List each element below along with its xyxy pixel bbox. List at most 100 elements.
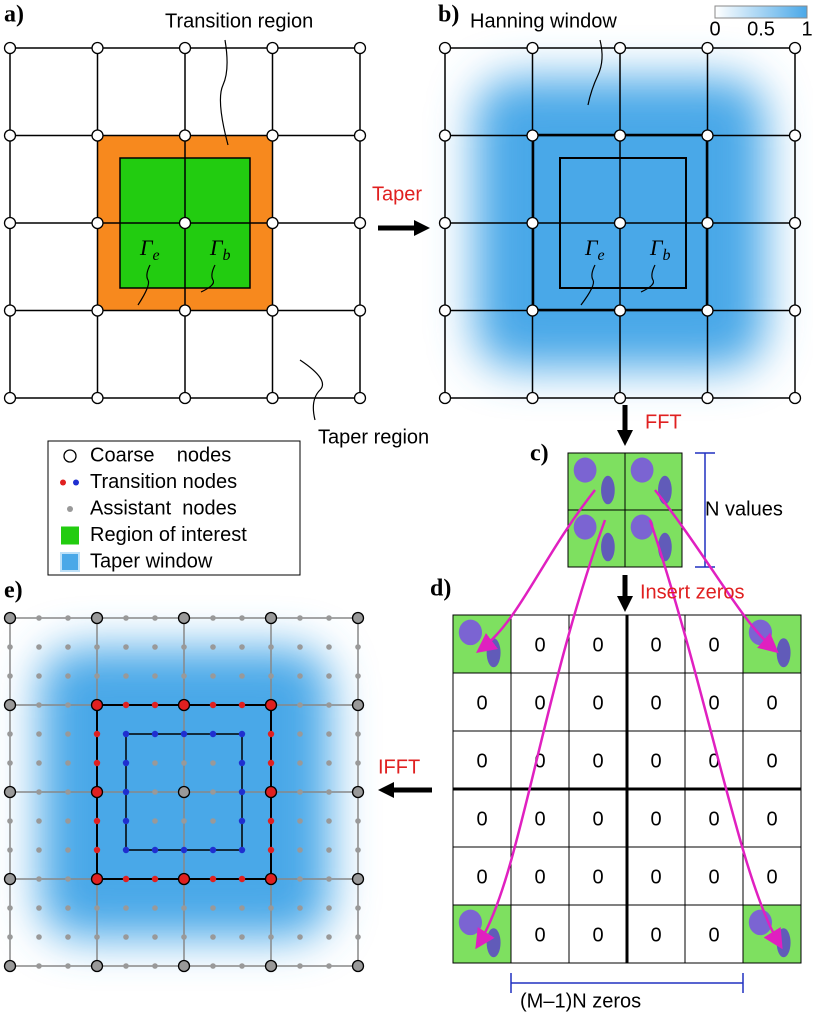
assistant-node <box>210 644 216 650</box>
assistant-node <box>326 847 332 853</box>
assistant-node <box>210 963 216 969</box>
coarse-node <box>353 41 367 55</box>
zero-cell <box>510 614 570 674</box>
legend-label: Taper window <box>90 550 213 572</box>
transition-node <box>209 875 217 883</box>
spectrum-blob <box>776 638 791 668</box>
assistant-node <box>65 876 71 882</box>
assistant-node <box>7 673 13 679</box>
cell-value: 0 <box>592 750 603 772</box>
coarse-node <box>3 391 17 405</box>
coarse-node <box>177 785 191 799</box>
coarse-node <box>177 611 191 625</box>
spectrum-blob <box>630 514 654 540</box>
assistant-node <box>326 702 332 708</box>
assistant-node <box>152 905 158 911</box>
assistant-node <box>268 905 274 911</box>
transition-node <box>238 875 246 883</box>
annotation: Transition region <box>165 10 313 32</box>
coarse-node <box>264 611 278 625</box>
symbol: Γ <box>584 235 599 260</box>
zero-cell <box>742 672 802 732</box>
legend: Coarse nodes Transition nodes Assistant no… <box>47 440 301 576</box>
cell-value: 0 <box>708 750 719 772</box>
transition-node <box>209 701 217 709</box>
transition-node <box>267 846 275 854</box>
assistant-node <box>65 847 71 853</box>
subscript: e <box>598 247 605 264</box>
annotation: N values <box>705 498 783 520</box>
assistant-node <box>123 963 129 969</box>
assistant-node <box>152 673 158 679</box>
assistant-node <box>65 818 71 824</box>
coarse-node <box>3 785 17 799</box>
zero-cell <box>684 846 744 906</box>
transition-node <box>180 730 188 738</box>
assistant-node <box>123 934 129 940</box>
coarse-node <box>701 41 714 55</box>
subscript: b <box>663 247 671 264</box>
assistant-node <box>36 934 42 940</box>
step-label: FFT <box>645 411 682 433</box>
step-label: Taper <box>372 183 422 205</box>
coarse-node <box>264 959 278 973</box>
legend-label: Coarse nodes <box>90 444 231 466</box>
coarse-node <box>91 41 104 55</box>
spectrum-cell <box>624 509 683 568</box>
cell-value: 0 <box>708 692 719 714</box>
cell-value: 0 <box>766 866 777 888</box>
transition-node <box>122 788 130 796</box>
coarse-node <box>353 304 367 317</box>
assistant-node <box>239 673 245 679</box>
zero-cell <box>568 788 628 848</box>
assistant-node <box>268 673 274 679</box>
coarse-node <box>613 129 627 142</box>
pointer <box>219 39 229 146</box>
coarse-node <box>266 304 279 317</box>
spectrum-blob <box>658 475 672 505</box>
cell-value: 0 <box>592 634 603 656</box>
assistant-node <box>7 760 13 766</box>
zero-cell <box>568 846 628 906</box>
panel-label: b) <box>438 2 459 28</box>
coarse-node <box>90 611 104 625</box>
coarse-node <box>91 129 104 142</box>
assistant-node <box>94 905 100 911</box>
assistant-node <box>297 673 303 679</box>
coarse-node <box>438 41 452 55</box>
coarse-node <box>438 304 452 317</box>
spectrum-blob <box>458 619 482 646</box>
assistant-node <box>123 615 129 621</box>
panel-label: c) <box>530 441 549 467</box>
spectrum-cell <box>742 904 802 964</box>
boundary-label: Γb <box>649 235 671 264</box>
assistant-node <box>268 644 274 650</box>
coarse-node <box>351 872 365 886</box>
panel-label: a) <box>4 2 24 28</box>
assistant-node <box>65 934 71 940</box>
assistant-node <box>152 963 158 969</box>
assistant-node <box>7 731 13 737</box>
coarse-node <box>788 216 802 230</box>
panel-label: e) <box>4 578 23 604</box>
annotation: Hanning window <box>470 10 617 32</box>
assistant-node <box>36 760 42 766</box>
assistant-node <box>210 789 216 795</box>
zero-cell <box>742 730 802 790</box>
zero-cell <box>626 672 686 732</box>
assistant-node <box>152 615 158 621</box>
assistant-node <box>123 644 129 650</box>
cell-value: 0 <box>534 750 545 772</box>
transition-node <box>122 759 130 767</box>
mapping-arrow <box>648 519 783 950</box>
assistant-node <box>355 818 361 824</box>
assistant-node <box>239 615 245 621</box>
assistant-node <box>94 673 100 679</box>
cell-value: 0 <box>766 750 777 772</box>
assistant-node <box>326 644 332 650</box>
legend-label: Assistant nodes <box>90 497 237 519</box>
mapping-arrow <box>475 519 607 950</box>
coarse-node <box>788 129 802 142</box>
coarse-node <box>353 391 367 405</box>
